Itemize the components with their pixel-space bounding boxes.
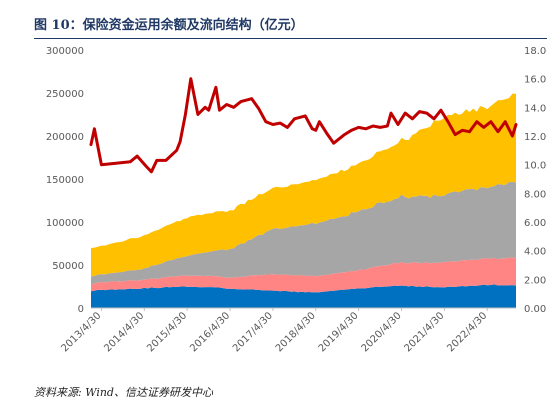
- chart-title: 图 10：保险资金运用余额及流向结构（亿元）: [34, 18, 304, 33]
- ratio-line: [89, 77, 518, 174]
- stacked-areas: [91, 93, 516, 308]
- y-left-tick-label: 250000: [46, 89, 84, 100]
- y-left-tick-label: 50000: [52, 261, 84, 272]
- y-right-tick-label: 16.00: [524, 75, 547, 86]
- x-tick-label: 2019/4/30: [317, 310, 361, 354]
- x-tick-label: 2015/4/30: [145, 310, 189, 354]
- y-right-tick-label: 10.00: [524, 161, 547, 172]
- x-tick-label: 2017/4/30: [231, 310, 275, 354]
- area-gray: [91, 181, 516, 285]
- y-left-tick-label: 200000: [46, 132, 84, 143]
- source-note: 资料来源: Wind、信达证券研发中心: [34, 386, 213, 399]
- y-left-tick-label: 100000: [46, 218, 84, 229]
- area-gold: [91, 93, 516, 277]
- y-right-tick-label: 6.00: [524, 218, 546, 229]
- y-right-tick-label: 2.00: [524, 275, 546, 286]
- area-blue: [91, 284, 516, 308]
- y-right-tick-label: 12.00: [524, 132, 547, 143]
- y-left-tick-label: 300000: [46, 46, 84, 57]
- x-tick-label: 2022/4/30: [445, 310, 489, 354]
- y-right-tick-label: 14.00: [524, 103, 547, 114]
- x-tick-label: 2021/4/30: [402, 310, 446, 354]
- x-tick-label: 2020/4/30: [360, 310, 404, 354]
- area-pink: [91, 257, 516, 293]
- title-underline: [34, 38, 547, 39]
- y-right-tick-label: 8.00: [524, 189, 546, 200]
- y-left-tick-label: 0: [78, 304, 84, 315]
- x-tick-label: 2013/4/30: [60, 310, 104, 354]
- y-right-tick-label: 4.00: [524, 247, 546, 258]
- x-tick-label: 2018/4/30: [274, 310, 318, 354]
- y-left-tick-label: 150000: [46, 175, 84, 186]
- y-right-tick-label: 0.00: [524, 304, 546, 315]
- ratio-line-layer: [89, 77, 518, 174]
- y-right-tick-label: 18.00: [524, 46, 547, 57]
- x-tick-label: 2016/4/30: [188, 310, 232, 354]
- x-tick-label: 2014/4/30: [102, 310, 146, 354]
- chart-plot: 0 50000 100000 150000 200000 250000 300000 0.00…: [46, 46, 547, 354]
